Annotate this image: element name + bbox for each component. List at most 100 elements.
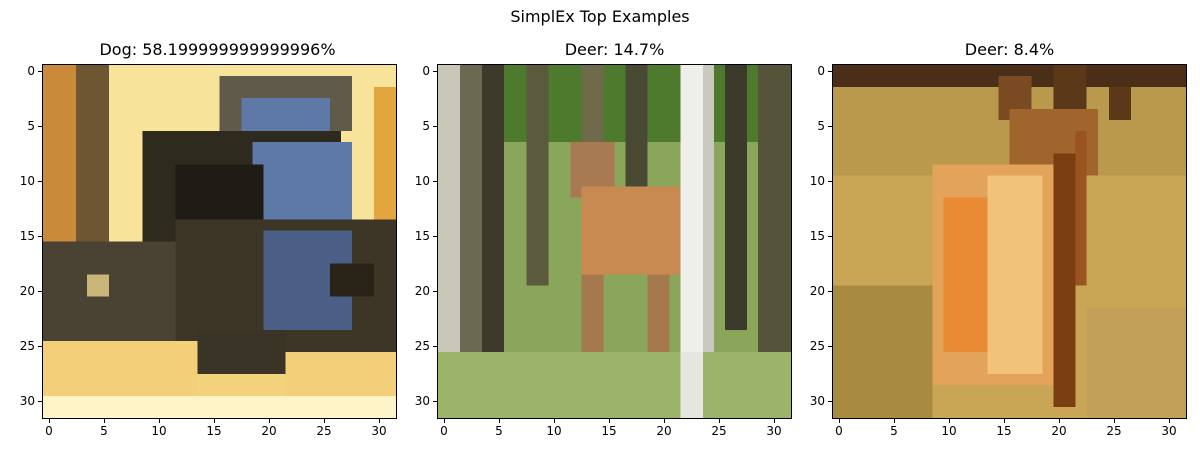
y-tick-label: 0 — [422, 64, 430, 78]
tree-trunk — [460, 65, 483, 352]
y-tick-label: 30 — [19, 394, 35, 408]
y-tick-label: 0 — [27, 64, 35, 78]
y-tick-label: 5 — [422, 119, 430, 133]
y-tick-label: 30 — [414, 394, 430, 408]
y-tick — [433, 346, 437, 347]
deer-shadow — [1075, 131, 1087, 286]
y-tick — [38, 346, 42, 347]
y-tick — [828, 181, 832, 182]
door-frame — [43, 65, 77, 264]
y-tick — [433, 126, 437, 127]
tree-trunk — [482, 65, 505, 374]
y-tick-label: 30 — [809, 394, 825, 408]
x-tick-label: 0 — [45, 424, 53, 438]
image-panel — [437, 64, 792, 419]
dog-blue-fur — [241, 98, 330, 132]
y-tick-label: 20 — [19, 284, 35, 298]
x-tick-label: 0 — [440, 424, 448, 438]
image-panel — [42, 64, 397, 419]
x-tick — [949, 419, 950, 423]
x-tick — [1059, 419, 1060, 423]
floor — [285, 351, 396, 396]
floor — [43, 340, 198, 396]
x-tick-label: 5 — [100, 424, 108, 438]
x-tick-label: 15 — [996, 424, 1012, 438]
y-tick-label: 5 — [27, 119, 35, 133]
y-tick — [828, 126, 832, 127]
deer-body — [581, 186, 681, 275]
subplot-title: Deer: 8.4% — [964, 40, 1055, 59]
x-tick-label: 15 — [601, 424, 617, 438]
x-tick — [104, 419, 105, 423]
y-tick-label: 10 — [809, 174, 825, 188]
subplot-dog: Dog: 58.199999999999996% 0 5 10 15 20 25 30 0 5 1… — [0, 0, 400, 450]
deer-leg — [581, 274, 604, 363]
pixel-image — [833, 65, 1186, 418]
x-tick — [499, 419, 500, 423]
birch-trunk — [680, 65, 703, 418]
x-tick — [1114, 419, 1115, 423]
y-tick — [38, 71, 42, 72]
floor-light — [43, 395, 396, 418]
pixel-image — [438, 65, 791, 418]
x-tick — [609, 419, 610, 423]
x-tick — [324, 419, 325, 423]
x-tick-label: 10 — [546, 424, 562, 438]
y-tick — [828, 236, 832, 237]
subplot-title: Dog: 58.199999999999996% — [99, 40, 336, 59]
y-tick — [38, 236, 42, 237]
image-panel — [832, 64, 1187, 419]
x-tick — [664, 419, 665, 423]
tree-trunk — [625, 65, 648, 198]
x-tick-label: 5 — [890, 424, 898, 438]
x-tick — [839, 419, 840, 423]
tree-trunk — [526, 65, 549, 286]
x-tick — [159, 419, 160, 423]
x-tick-label: 25 — [1106, 424, 1122, 438]
x-tick — [1004, 419, 1005, 423]
dog-paw — [197, 329, 286, 374]
y-tick — [828, 401, 832, 402]
x-tick — [49, 419, 50, 423]
deer-bright — [943, 197, 988, 352]
deer-shadow — [1053, 153, 1076, 407]
pixel-image — [43, 65, 396, 418]
deer-light — [987, 175, 1043, 374]
subplot-deer-forest: Deer: 14.7% 0 5 10 15 20 25 30 0 5 10 15 20 25 30 — [400, 0, 800, 450]
x-tick-label: 15 — [206, 424, 222, 438]
x-tick — [719, 419, 720, 423]
x-tick — [894, 419, 895, 423]
subplot-title: Deer: 14.7% — [564, 40, 665, 59]
tree-trunk — [724, 65, 747, 330]
x-tick-label: 30 — [371, 424, 387, 438]
y-tick-label: 20 — [809, 284, 825, 298]
y-tick — [433, 401, 437, 402]
y-tick-label: 25 — [809, 339, 825, 353]
y-tick — [38, 401, 42, 402]
x-tick — [444, 419, 445, 423]
subplot-deer-field: Deer: 8.4% 0 5 10 15 20 25 30 0 5 10 15 20 25 30 — [800, 0, 1200, 450]
door-shadow — [76, 65, 110, 242]
ground — [438, 351, 791, 418]
highlight — [87, 274, 110, 297]
x-tick — [774, 419, 775, 423]
tree-light — [438, 65, 461, 418]
x-tick-label: 10 — [941, 424, 957, 438]
y-tick-label: 5 — [817, 119, 825, 133]
deer-leg — [647, 274, 670, 363]
y-tick — [433, 291, 437, 292]
y-tick — [828, 291, 832, 292]
field — [833, 285, 933, 418]
y-tick — [38, 291, 42, 292]
x-tick — [379, 419, 380, 423]
x-tick-label: 30 — [766, 424, 782, 438]
x-tick — [269, 419, 270, 423]
y-tick — [38, 126, 42, 127]
y-tick — [828, 346, 832, 347]
y-tick-label: 15 — [19, 229, 35, 243]
y-tick-label: 10 — [19, 174, 35, 188]
y-tick — [38, 181, 42, 182]
y-tick-label: 25 — [414, 339, 430, 353]
y-tick — [433, 181, 437, 182]
birch-shade — [702, 65, 714, 418]
